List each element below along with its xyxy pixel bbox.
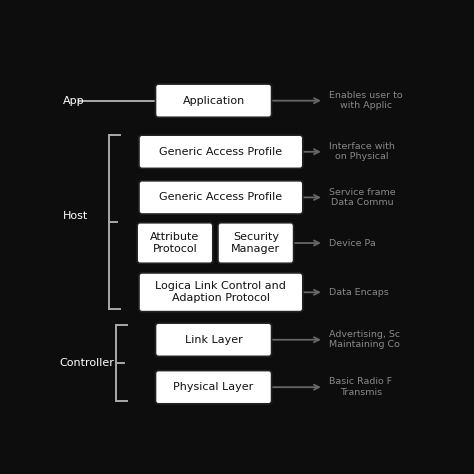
- Text: Logica Link Control and
Adaption Protocol: Logica Link Control and Adaption Protoco…: [155, 282, 286, 303]
- Text: Generic Access Profile: Generic Access Profile: [159, 192, 283, 202]
- Text: Attribute
Protocol: Attribute Protocol: [150, 232, 200, 254]
- Text: Device Pa: Device Pa: [329, 238, 376, 247]
- FancyBboxPatch shape: [139, 135, 303, 168]
- Text: Security
Manager: Security Manager: [231, 232, 280, 254]
- FancyBboxPatch shape: [218, 223, 293, 263]
- Text: Controller: Controller: [59, 358, 114, 368]
- Text: Enables user to
with Applic: Enables user to with Applic: [329, 91, 403, 110]
- Text: Link Layer: Link Layer: [185, 335, 242, 345]
- Text: Data Encaps: Data Encaps: [329, 288, 389, 297]
- Text: Interface with
on Physical: Interface with on Physical: [329, 142, 395, 162]
- FancyBboxPatch shape: [139, 273, 303, 311]
- Text: Generic Access Profile: Generic Access Profile: [159, 147, 283, 157]
- FancyBboxPatch shape: [139, 181, 303, 214]
- Text: Basic Radio F
Transmis: Basic Radio F Transmis: [329, 377, 392, 397]
- FancyBboxPatch shape: [155, 323, 272, 356]
- Text: App: App: [63, 96, 84, 106]
- FancyBboxPatch shape: [137, 223, 213, 263]
- FancyBboxPatch shape: [155, 84, 272, 117]
- Text: Advertising, Sc
Maintaining Co: Advertising, Sc Maintaining Co: [329, 330, 401, 349]
- Text: Host: Host: [63, 210, 88, 220]
- Text: Application: Application: [182, 96, 245, 106]
- FancyBboxPatch shape: [155, 371, 272, 404]
- Text: Service frame
Data Commu: Service frame Data Commu: [329, 188, 396, 207]
- Text: Physical Layer: Physical Layer: [173, 382, 254, 392]
